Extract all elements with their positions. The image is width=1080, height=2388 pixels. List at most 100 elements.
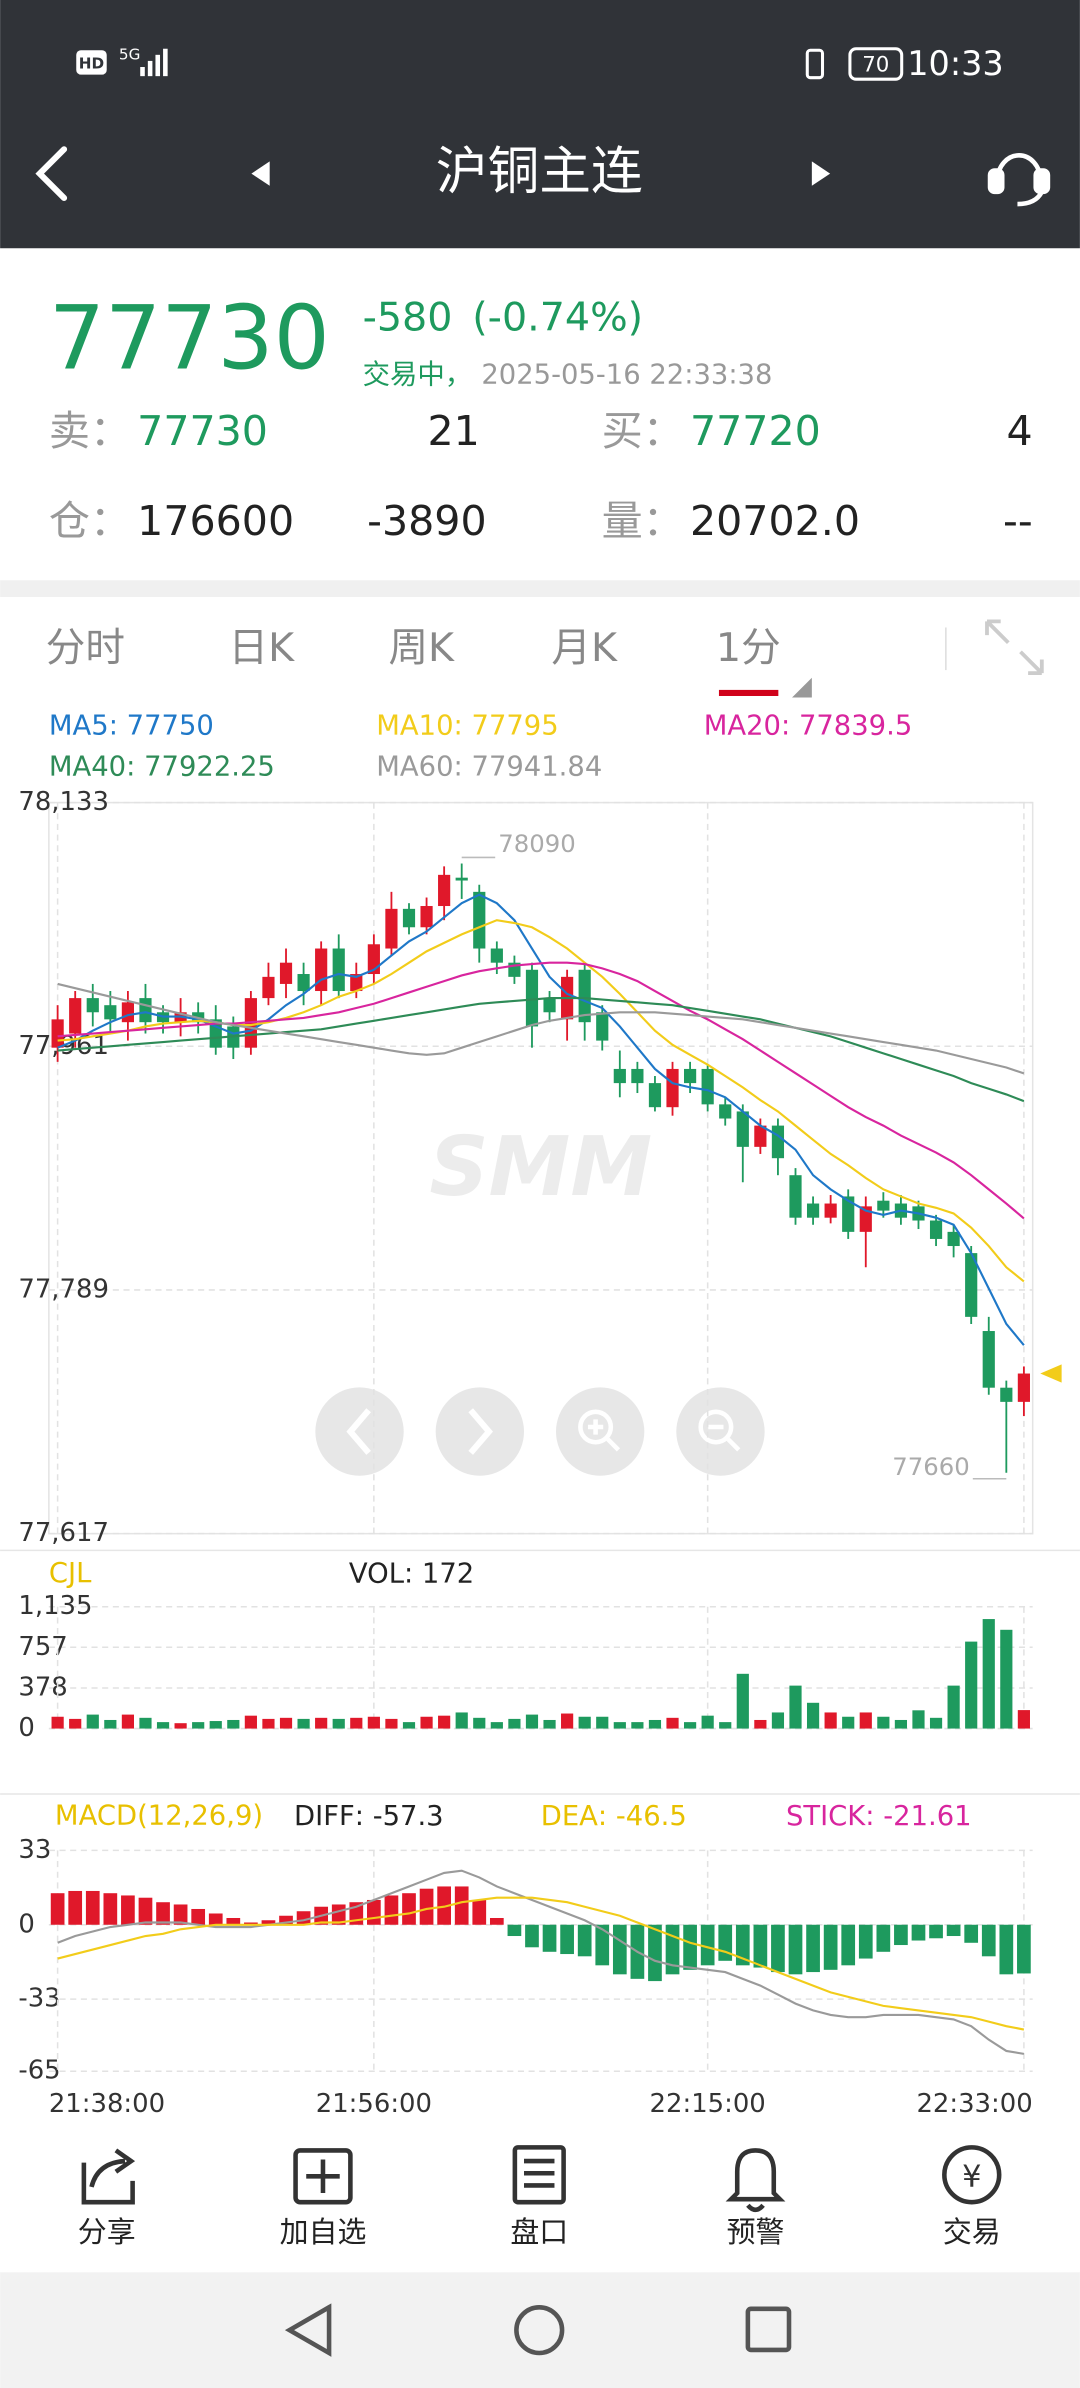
ma-legend: MA60: 77941.84 (376, 751, 602, 782)
prev-contract[interactable] (251, 161, 270, 186)
candle-body (543, 998, 556, 1013)
nav-recents[interactable] (745, 2306, 792, 2353)
buy-volume: 4 (1007, 407, 1033, 455)
macd-histogram-bar (244, 1922, 258, 1925)
candle-body (121, 1002, 134, 1023)
volume-bar (385, 1718, 398, 1729)
candle-body (842, 1196, 855, 1232)
toolbar-button[interactable]: 盘口 (510, 2215, 568, 2249)
volume-bar (350, 1717, 363, 1729)
macd-histogram-bar (50, 1893, 65, 1925)
ma-legend-value: 77922.25 (144, 751, 275, 782)
macd-histogram-bar (191, 1908, 206, 1925)
macd-histogram-bar (525, 1924, 539, 1948)
y-tick-label: 0 (18, 1909, 34, 1939)
moving-average-line (57, 997, 1025, 1103)
open-interest-change: -3890 (367, 497, 486, 545)
ma-legend-value: 77839.5 (799, 710, 912, 741)
toolbar-button[interactable]: 交易 (943, 2215, 1001, 2249)
macd-legend-name: DEA (541, 1800, 598, 1831)
moving-average-line (57, 982, 1025, 1075)
volume-bar (648, 1719, 662, 1729)
candle-body (385, 908, 398, 949)
last-price-marker (1040, 1364, 1062, 1383)
volume-bar (824, 1712, 837, 1729)
nav-bar (0, 2272, 1080, 2388)
ma-legend-name: MA5 (49, 710, 109, 741)
candle-body (209, 1019, 222, 1048)
orderbook-icon (512, 2145, 566, 2205)
vibrate-icon (805, 48, 825, 80)
back-button[interactable] (35, 146, 68, 202)
macd-histogram-bar (103, 1893, 118, 1925)
volume-bar (490, 1722, 503, 1729)
service-button[interactable] (987, 153, 1051, 207)
period-tab[interactable]: 1分 (716, 625, 781, 671)
volume-bar (420, 1716, 433, 1729)
buy-price: 77720 (690, 407, 821, 455)
volume-bar (279, 1717, 293, 1729)
candle-body (719, 1104, 732, 1119)
volume-bar (666, 1717, 679, 1729)
period-tab[interactable]: 月K (551, 625, 618, 671)
macd-histogram-bar (261, 1920, 276, 1925)
candle-body (806, 1203, 820, 1218)
candle-body (51, 1019, 64, 1048)
volume-bar (806, 1702, 820, 1729)
toolbar-button[interactable]: 分享 (78, 2215, 136, 2249)
volume-bar (543, 1719, 556, 1729)
candle-body (789, 1175, 802, 1218)
candle-body (455, 877, 468, 881)
volume-bar (332, 1718, 345, 1729)
period-tab[interactable]: 周K (388, 625, 455, 671)
volume-bar (473, 1717, 486, 1729)
candle-body (332, 948, 345, 992)
macd-histogram-bar (542, 1924, 557, 1952)
nav-home[interactable] (514, 2304, 565, 2356)
volume-bar (367, 1716, 380, 1729)
candle-body (490, 948, 503, 963)
volume-bar (613, 1722, 626, 1729)
zoom-in-button[interactable] (555, 1387, 645, 1476)
battery-level: 70 (862, 52, 889, 77)
volume-bar (455, 1712, 468, 1729)
volume-change: -- (1003, 497, 1033, 545)
volume-bar (525, 1714, 539, 1729)
volume-bar (297, 1718, 310, 1729)
active-tab-indicator (718, 689, 779, 696)
tab-dropdown[interactable] (792, 677, 812, 698)
ma-legend: MA5: 77750 (49, 710, 214, 741)
macd-histogram-bar (788, 1924, 803, 1975)
volume-bar (965, 1641, 978, 1729)
zoom-out-button[interactable] (676, 1387, 765, 1476)
hd-badge (76, 50, 107, 75)
toolbar-button[interactable]: 加自选 (280, 2215, 367, 2249)
macd-histogram-bar (700, 1924, 715, 1966)
period-tab[interactable]: 分时 (46, 625, 125, 671)
candle-body (69, 998, 82, 1034)
scroll-left-button[interactable] (315, 1387, 404, 1476)
y-tick-label: 77,789 (18, 1274, 109, 1304)
toolbar-button[interactable]: 预警 (727, 2215, 785, 2249)
scroll-right-button[interactable] (435, 1387, 525, 1476)
open-interest-label: 仓： (49, 497, 131, 545)
candle-body (701, 1068, 714, 1105)
y-tick-label: 378 (18, 1672, 67, 1702)
volume-bar (631, 1722, 644, 1729)
price-change-percent: (-0.74%) (472, 294, 643, 340)
volume-bar (1017, 1710, 1030, 1729)
ma-legend-name: MA40 (49, 751, 126, 782)
macd-title: MACD(12,26,9) (55, 1800, 263, 1831)
macd-line (57, 1869, 1025, 2055)
volume-bar (402, 1722, 416, 1729)
fullscreen-button[interactable] (985, 619, 1044, 676)
nav-back[interactable] (284, 2303, 332, 2357)
macd-histogram-bar (946, 1924, 961, 1937)
period-tab[interactable]: 日K (229, 625, 296, 671)
watchlist-icon (293, 2148, 353, 2205)
volume-legend-value: 172 (422, 1558, 474, 1589)
next-contract[interactable] (811, 161, 831, 186)
macd-legend-separator: : (598, 1800, 616, 1831)
macd-histogram-bar (806, 1924, 820, 1973)
